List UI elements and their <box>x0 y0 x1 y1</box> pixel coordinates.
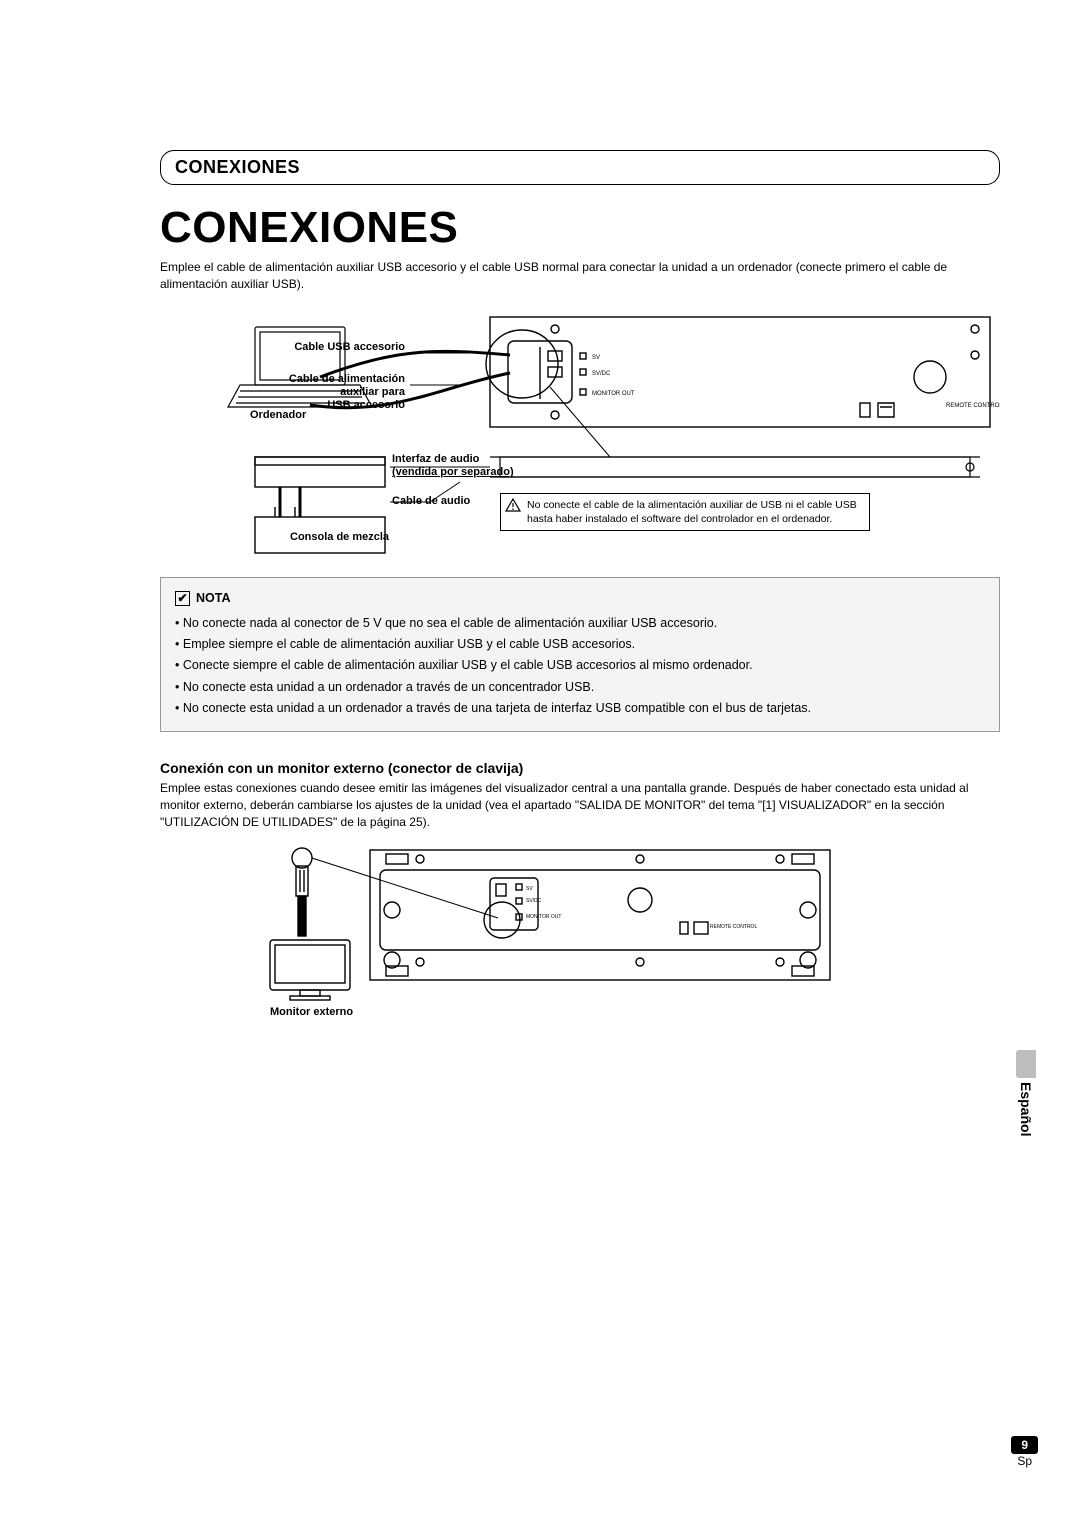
warning-box: No conecte el cable de la alimentación a… <box>500 493 870 531</box>
language-side-tab: Español <box>1014 1050 1038 1150</box>
check-icon: ✔ <box>175 591 190 606</box>
nota-list: No conecte nada al conector de 5 V que n… <box>175 613 985 719</box>
label-aux-3: USB accesorio <box>327 399 405 411</box>
nota-item: No conecte nada al conector de 5 V que n… <box>175 613 985 634</box>
nota-item: No conecte esta unidad a un ordenador a … <box>175 698 985 719</box>
label-aux-1: Cable de alimentación <box>289 373 405 385</box>
svg-text:SV: SV <box>526 886 533 892</box>
nota-item: Conecte siempre el cable de alimentación… <box>175 655 985 676</box>
warning-icon <box>505 498 521 512</box>
connection-diagram-1: SV SV/DC MONITOR OUT REMOTE CONTROL <box>160 307 1000 567</box>
port-label-svdc: SV/DC <box>592 371 611 377</box>
port-label-sv: SV <box>592 355 600 361</box>
label-audio-cable: Cable de audio <box>392 495 470 509</box>
intro-paragraph: Emplee el cable de alimentación auxiliar… <box>160 259 1000 293</box>
connection-diagram-2: SV SV/DC MONITOR OUT REMOTE CONTROL Moni… <box>240 840 840 1030</box>
label-audio-if-2: (vendida por separado) <box>392 466 514 478</box>
page-lang: Sp <box>1011 1454 1038 1468</box>
page-number-block: 9 Sp <box>1011 1436 1038 1468</box>
subsection-title: Conexión con un monitor externo (conecto… <box>160 760 1000 776</box>
nota-header: ✔ NOTA <box>175 588 985 609</box>
section-header: CONEXIONES <box>160 150 1000 185</box>
port-label-monitor: MONITOR OUT <box>592 391 635 397</box>
label-computer: Ordenador <box>250 409 306 423</box>
svg-text:MONITOR OUT: MONITOR OUT <box>526 914 561 920</box>
label-monitor-externo: Monitor externo <box>270 1006 353 1020</box>
subsection-paragraph: Emplee estas conexiones cuando desee emi… <box>160 780 1000 830</box>
side-tab-bar <box>1016 1050 1036 1078</box>
label-mixer: Consola de mezcla <box>290 531 389 545</box>
nota-block: ✔ NOTA No conecte nada al conector de 5 … <box>160 577 1000 733</box>
svg-text:REMOTE CONTROL: REMOTE CONTROL <box>710 924 757 930</box>
page-title: CONEXIONES <box>160 203 1000 253</box>
port-label-remote: REMOTE CONTROL <box>946 403 1000 409</box>
section-header-text: CONEXIONES <box>175 157 300 178</box>
nota-title: NOTA <box>196 588 231 609</box>
side-tab-text: Español <box>1018 1082 1034 1136</box>
label-usb-cable: Cable USB accesorio <box>294 341 405 355</box>
label-aux-2: auxiliar para <box>340 386 405 398</box>
svg-text:SV/DC: SV/DC <box>526 898 542 904</box>
page-number: 9 <box>1011 1436 1038 1454</box>
nota-item: No conecte esta unidad a un ordenador a … <box>175 677 985 698</box>
nota-item: Emplee siempre el cable de alimentación … <box>175 634 985 655</box>
label-audio-if-1: Interfaz de audio <box>392 453 479 465</box>
warning-text: No conecte el cable de la alimentación a… <box>527 499 857 525</box>
